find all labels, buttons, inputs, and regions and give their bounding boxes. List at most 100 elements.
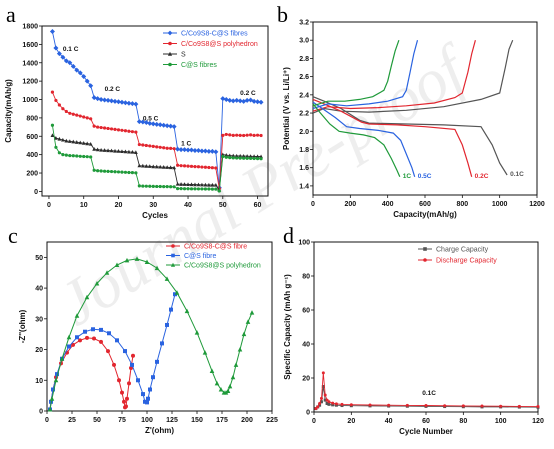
data-point bbox=[210, 187, 214, 191]
data-point bbox=[59, 356, 65, 361]
y-tick-label: 40 bbox=[35, 286, 43, 293]
data-point bbox=[220, 96, 226, 102]
series-0 bbox=[49, 29, 264, 191]
x-tick-label: 0 bbox=[47, 202, 51, 209]
data-point bbox=[84, 78, 90, 84]
legend-label: C/Co9S8-C@S fibre bbox=[184, 244, 247, 251]
x-axis-title: Cycle Number bbox=[399, 427, 453, 436]
data-point bbox=[64, 153, 68, 157]
x-tick-label: 20 bbox=[347, 418, 355, 425]
rate-label: 0.5 C bbox=[143, 116, 159, 123]
data-point bbox=[176, 187, 180, 191]
data-point bbox=[252, 133, 256, 137]
data-point bbox=[241, 154, 246, 158]
data-point bbox=[107, 331, 111, 336]
data-point bbox=[127, 381, 131, 386]
data-point bbox=[214, 187, 218, 191]
data-point bbox=[340, 402, 344, 406]
x-tick-label: 60 bbox=[422, 418, 430, 425]
legend: C/Co9S8-C@S fibres C/Co9S8@S polyhedron SC… bbox=[163, 31, 258, 69]
data-point bbox=[331, 403, 335, 407]
y-tick-label: 600 bbox=[26, 134, 38, 141]
data-point bbox=[50, 133, 55, 137]
data-point bbox=[88, 141, 93, 146]
data-point bbox=[169, 185, 173, 189]
data-point bbox=[227, 383, 233, 389]
data-point bbox=[186, 164, 190, 168]
y-axis-title: Capacity(mAh/g) bbox=[4, 79, 13, 143]
data-point bbox=[123, 129, 128, 133]
data-point bbox=[327, 402, 331, 406]
data-point bbox=[144, 184, 148, 188]
data-point bbox=[169, 146, 173, 150]
data-point bbox=[116, 128, 121, 132]
data-point bbox=[258, 99, 264, 105]
data-point bbox=[206, 148, 212, 154]
series-line bbox=[315, 386, 539, 409]
data-point bbox=[78, 338, 82, 343]
data-point bbox=[461, 404, 465, 408]
legend-marker bbox=[168, 41, 172, 46]
x-tick-label: 100 bbox=[141, 417, 153, 424]
y-tick-label: 2.6 bbox=[299, 74, 309, 81]
data-point bbox=[165, 185, 169, 189]
data-point bbox=[74, 67, 80, 73]
data-point bbox=[172, 147, 176, 151]
data-point bbox=[161, 122, 167, 128]
data-point bbox=[92, 124, 96, 128]
data-point bbox=[224, 132, 228, 137]
data-point bbox=[67, 139, 72, 143]
data-point bbox=[88, 83, 94, 89]
data-point bbox=[116, 170, 121, 174]
y-tick-label: 1.4 bbox=[299, 183, 309, 190]
data-point bbox=[223, 97, 229, 103]
data-point bbox=[102, 97, 108, 103]
data-point bbox=[61, 107, 65, 111]
x-tick-label: 0 bbox=[45, 417, 49, 424]
data-point bbox=[133, 101, 139, 107]
data-point bbox=[82, 154, 86, 159]
data-point bbox=[120, 390, 124, 395]
data-point bbox=[53, 377, 59, 383]
data-point bbox=[98, 97, 104, 103]
data-point bbox=[192, 148, 198, 154]
legend: C/Co9S8-C@S fibre C@S fibre C/Co9S8@S poly… bbox=[166, 244, 261, 270]
data-point bbox=[127, 129, 131, 133]
charge-curve bbox=[312, 40, 400, 107]
data-point bbox=[77, 70, 83, 76]
data-point bbox=[214, 380, 220, 386]
panel-letter-c: c bbox=[8, 223, 18, 248]
x-tick-label: 80 bbox=[459, 418, 467, 425]
data-point bbox=[102, 148, 107, 152]
rate-label: 0.5C bbox=[418, 173, 432, 180]
data-point bbox=[137, 163, 142, 168]
data-point bbox=[129, 365, 133, 370]
x-tick-label: 175 bbox=[216, 417, 228, 424]
data-point bbox=[327, 400, 331, 404]
data-point bbox=[179, 187, 183, 191]
y-tick-label: 0 bbox=[39, 409, 43, 416]
data-point bbox=[196, 187, 201, 191]
data-point bbox=[200, 182, 204, 187]
data-point bbox=[130, 130, 134, 134]
data-point bbox=[92, 168, 96, 172]
y-axis-title: -Z''(ohm) bbox=[18, 309, 27, 343]
data-point bbox=[210, 166, 214, 170]
series-1 bbox=[314, 371, 540, 411]
data-point bbox=[120, 128, 124, 132]
data-point bbox=[158, 184, 162, 189]
data-point bbox=[160, 341, 164, 346]
data-point bbox=[113, 148, 117, 153]
data-point bbox=[136, 119, 142, 125]
data-point bbox=[106, 169, 110, 173]
data-point bbox=[321, 385, 325, 388]
data-point bbox=[182, 182, 187, 186]
data-point bbox=[321, 371, 325, 375]
y-tick-label: 2.4 bbox=[299, 92, 309, 99]
data-point bbox=[231, 153, 236, 158]
data-point bbox=[82, 115, 86, 119]
series-2: 0.5C bbox=[312, 40, 432, 180]
data-point bbox=[129, 101, 135, 107]
data-point bbox=[234, 97, 240, 103]
data-point bbox=[115, 99, 121, 105]
